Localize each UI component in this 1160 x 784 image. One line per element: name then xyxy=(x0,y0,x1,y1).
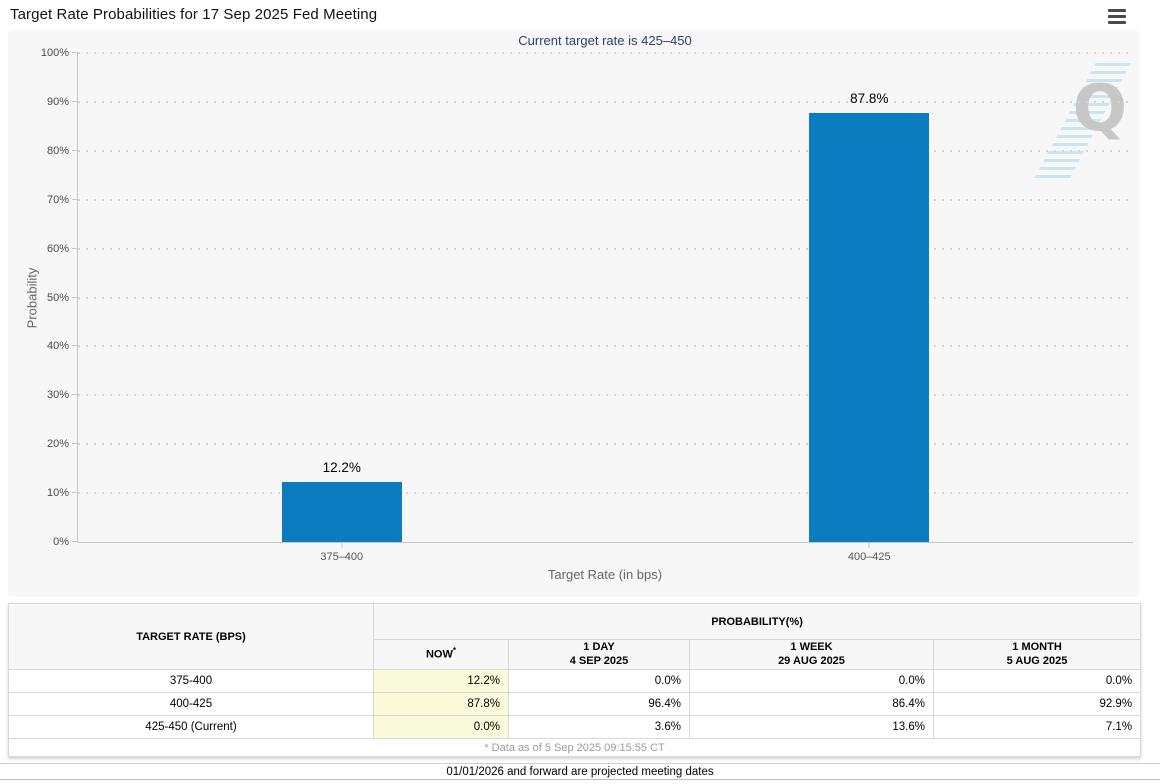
table-body: 375-400 12.2% 0.0% 0.0% 0.0% 400-425 87.8% 96.4… xyxy=(8,669,1142,739)
x-tick xyxy=(868,542,870,548)
footer-note-bar: 01/01/2026 and forward are projected mee… xyxy=(0,763,1160,780)
y-gridline xyxy=(78,198,1133,201)
y-gridline xyxy=(78,492,1133,495)
y-gridline xyxy=(78,52,1133,54)
y-gridline xyxy=(78,247,1133,250)
quikstrike-logo-watermark: Q xyxy=(1033,63,1131,181)
probability-cell: 92.9% xyxy=(932,692,1142,716)
table-footnote: * Data as of 5 Sep 2025 09:15:55 CT xyxy=(7,738,1142,757)
y-tick-label: 90% xyxy=(46,95,69,108)
y-tick xyxy=(72,492,78,494)
x-tick-label: 400–425 xyxy=(847,551,891,563)
page-title: Target Rate Probabilities for 17 Sep 202… xyxy=(10,6,378,23)
y-tick xyxy=(72,247,78,249)
probability-table: TARGET RATE (BPS) PROBABILITY(%) NOW* 1 D… xyxy=(7,603,1142,757)
hamburger-icon xyxy=(1108,21,1126,24)
probability-cell: 7.1% xyxy=(932,715,1142,739)
y-tick-label: 0% xyxy=(53,536,69,548)
y-tick xyxy=(72,100,78,102)
probability-cell: 13.6% xyxy=(689,715,934,739)
probability-cell: 0.0% xyxy=(689,669,934,693)
probability-group-header: PROBABILITY(%) xyxy=(372,603,1142,640)
y-tick-label: 100% xyxy=(40,47,69,59)
y-tick-label: 50% xyxy=(46,291,69,304)
column-header-1-week: 1 WEEK 29 AUG 2025 xyxy=(689,639,934,670)
bar-value-label: 12.2% xyxy=(322,460,361,476)
table-row: 400-425 87.8% 96.4% 86.4% 92.9% xyxy=(8,692,1142,716)
target-rate-cell: 400-425 xyxy=(8,692,374,716)
y-tick xyxy=(72,345,78,347)
table-row: 425-450 (Current) 0.0% 3.6% 13.6% 7.1% xyxy=(8,715,1142,739)
chart-panel: Current target rate is 425–450 Probabili… xyxy=(8,30,1140,597)
target-rate-cell: 425-450 (Current) xyxy=(8,715,374,739)
hamburger-icon xyxy=(1108,15,1126,18)
target-rate-cell: 375-400 xyxy=(8,669,374,693)
y-gridline xyxy=(78,443,1133,446)
y-tick-label: 80% xyxy=(46,144,69,157)
target-rate-header: TARGET RATE (BPS) xyxy=(8,603,374,670)
y-tick xyxy=(72,394,78,396)
probability-cell: 86.4% xyxy=(689,692,934,716)
x-axis-title: Target Rate (in bps) xyxy=(547,567,663,582)
y-tick-label: 60% xyxy=(46,242,69,255)
y-tick xyxy=(72,541,78,542)
footnote-row: * Data as of 5 Sep 2025 09:15:55 CT xyxy=(7,738,1142,757)
column-header-1-day: 1 DAY 4 SEP 2025 xyxy=(508,639,690,670)
q-logo-icon: Q xyxy=(1072,72,1127,146)
y-gridline xyxy=(78,296,1133,299)
y-tick-label: 30% xyxy=(46,389,69,402)
probability-cell: 0.0% xyxy=(932,669,1142,693)
y-tick-label: 70% xyxy=(46,193,69,206)
y-tick xyxy=(72,52,78,53)
probability-cell: 0.0% xyxy=(508,669,690,693)
probability-cell: 3.6% xyxy=(508,715,690,739)
y-axis-title: Probability xyxy=(24,267,40,329)
hamburger-icon xyxy=(1108,9,1126,12)
probability-bar[interactable] xyxy=(281,482,402,542)
y-gridline xyxy=(78,394,1133,397)
probability-cell: 0.0% xyxy=(373,715,509,739)
footer-note: 01/01/2026 and forward are projected mee… xyxy=(446,765,714,778)
y-gridline xyxy=(78,149,1133,152)
probability-bar[interactable] xyxy=(809,112,930,542)
probability-cell: 87.8% xyxy=(373,692,509,716)
x-tick xyxy=(341,542,343,548)
probability-cell: 12.2% xyxy=(373,669,509,693)
logo-stripes-icon xyxy=(1033,63,1131,181)
column-header-1-month: 1 MONTH 5 AUG 2025 xyxy=(932,639,1142,670)
y-tick xyxy=(72,149,78,151)
x-tick-label: 375–400 xyxy=(320,551,364,563)
y-tick xyxy=(72,296,78,298)
y-tick-label: 40% xyxy=(46,340,69,353)
y-tick-label: 20% xyxy=(46,438,69,451)
probability-cell: 96.4% xyxy=(508,692,690,716)
y-tick-label: 10% xyxy=(46,487,69,500)
table-row: 375-400 12.2% 0.0% 0.0% 0.0% xyxy=(8,669,1142,693)
menu-button[interactable] xyxy=(1108,9,1126,25)
chart-subtitle: Current target rate is 425–450 xyxy=(518,33,692,48)
plot-area: Q 0% 10% 20% 30% 40% 50% 60% 70% 80% 90% 100% 12.2%… xyxy=(41,47,1133,563)
table-subheader-row: NOW* 1 DAY 4 SEP 2025 1 WEEK 29 AUG 2025 1 MO… xyxy=(9,639,1142,670)
y-gridline xyxy=(78,100,1133,103)
y-gridline xyxy=(78,345,1133,348)
y-tick xyxy=(72,198,78,200)
bar-value-label: 87.8% xyxy=(850,90,889,106)
y-tick xyxy=(72,443,78,445)
column-header-now: NOW* xyxy=(373,639,509,670)
